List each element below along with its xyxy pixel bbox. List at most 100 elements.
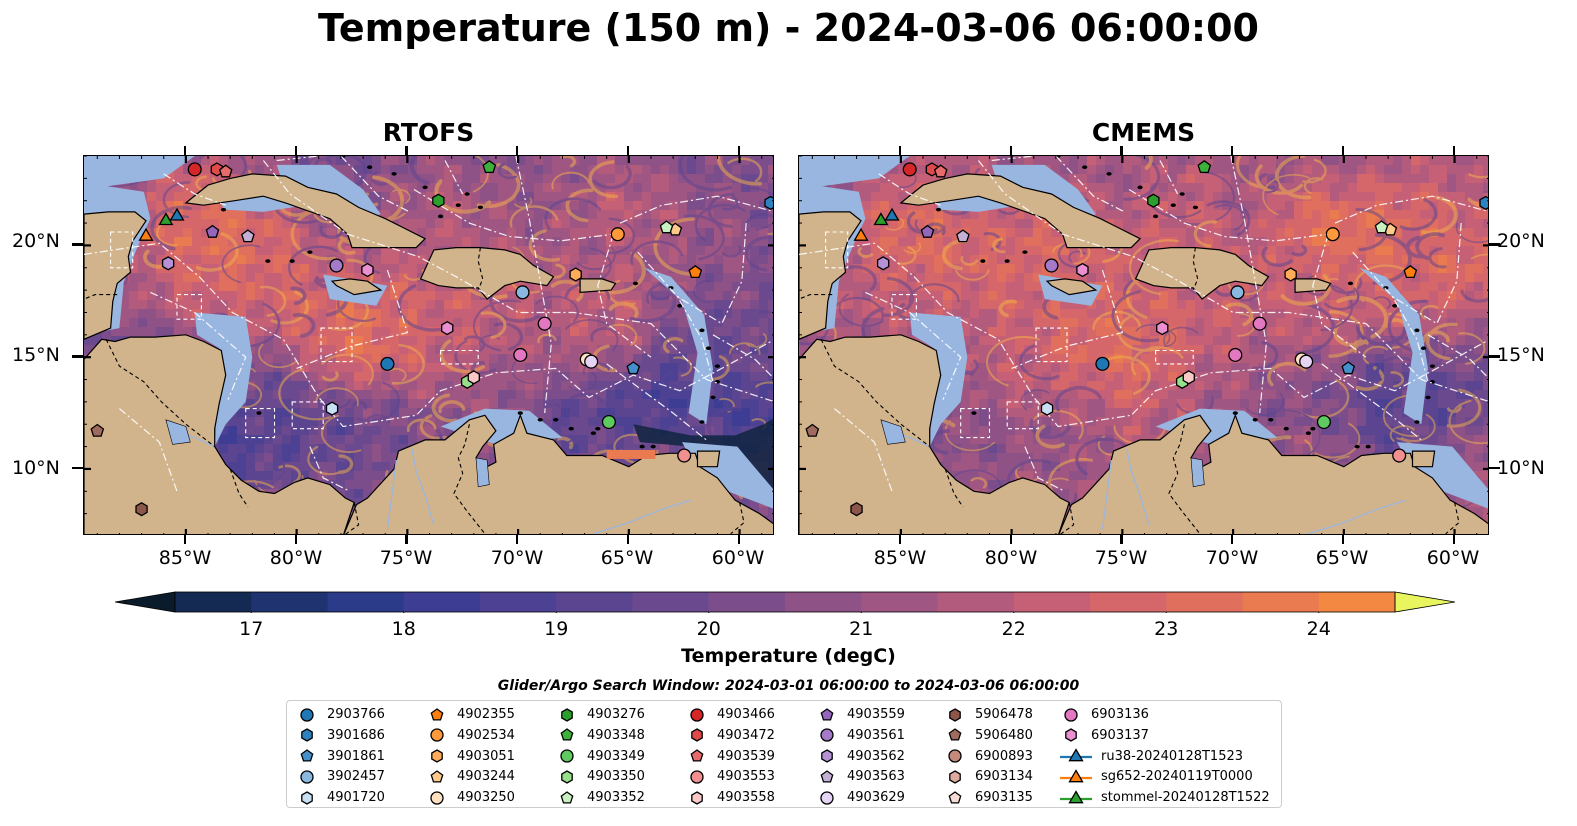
axis-tick: [1009, 146, 1012, 155]
legend-entry: 5906478: [943, 704, 1033, 725]
legend-label: 2903766: [327, 707, 385, 722]
axis-tick: [626, 535, 630, 544]
float-marker-25: [850, 502, 863, 517]
axis-tick: [1231, 146, 1234, 155]
float-marker-28: [441, 320, 454, 336]
legend-marker-icon: [949, 707, 961, 722]
float-marker-2: [1341, 361, 1356, 375]
axis-tick: [294, 146, 297, 155]
land: [84, 173, 773, 534]
legend-marker-icon: [690, 770, 704, 784]
legend-label: 6903135: [975, 790, 1033, 806]
legend-marker-icon: [820, 791, 834, 805]
legend-marker-icon: [560, 749, 574, 763]
legend-marker-icon: [690, 707, 704, 722]
lon-label-85w-rtofs: 85°W: [158, 547, 212, 569]
legend-marker-icon: [430, 707, 444, 721]
lat-label-20n-left: 20°N: [12, 230, 60, 252]
float-marker-10: [1147, 193, 1160, 208]
lat-label-15n-right: 15°N: [1497, 344, 1545, 366]
legend-marker-icon: [820, 707, 834, 721]
legend-marker-icon: [300, 770, 314, 784]
axis-tick: [737, 535, 740, 544]
float-marker-5: [688, 264, 703, 279]
colorbar-tick-18: 18: [391, 618, 416, 640]
float-marker-20: [205, 224, 220, 238]
lon-label-75w-cmems: 75°W: [1094, 547, 1148, 569]
axis-tick: [405, 146, 408, 155]
legend-label: 4903553: [717, 769, 775, 785]
float-marker-14: [659, 220, 674, 234]
legend-marker-icon: [301, 728, 313, 743]
float-marker-6: [610, 227, 625, 242]
float-marker-18: [677, 448, 692, 463]
legend-entry: 4903562: [815, 746, 905, 767]
rtofs-map-panel: [83, 155, 774, 535]
axis-tick: [72, 466, 83, 470]
legend-marker-icon: [820, 728, 834, 742]
legend-marker-icon: [691, 790, 703, 805]
axis-tick: [1489, 466, 1500, 470]
legend-entry: 4903563: [815, 766, 905, 787]
axis-tick: [1009, 535, 1012, 544]
float-marker-0: [1095, 356, 1110, 371]
lon-label-80w-cmems: 80°W: [984, 547, 1038, 569]
float-marker-29: [1228, 347, 1243, 362]
legend-label: 5906480: [975, 727, 1033, 743]
axis-tick: [1231, 535, 1234, 544]
axis-tick: [1341, 535, 1345, 544]
legend-marker-icon: [948, 790, 962, 804]
colorbar-tick-21: 21: [849, 618, 874, 640]
legend-entry: 4903539: [685, 746, 775, 767]
axis-tick: [1452, 146, 1455, 155]
lat-label-20n-right: 20°N: [1497, 230, 1545, 252]
axis-tick: [183, 146, 187, 155]
legend-entry: 4903350: [555, 766, 645, 787]
float-marker-11: [1197, 159, 1212, 174]
axis-tick: [737, 146, 740, 155]
cmems-map-panel: [798, 155, 1489, 535]
legend-marker-icon: [430, 728, 444, 742]
legend-marker-icon: [1060, 748, 1092, 762]
legend: 2903766 3901686 3901861 3902457 4901720 49023…: [286, 700, 1282, 808]
legend-entry: ru38-20240128T1523: [1059, 746, 1243, 767]
legend-label: 4903629: [847, 790, 905, 806]
colorbar-tick-23: 23: [1154, 618, 1179, 640]
legend-marker-icon: [300, 749, 314, 762]
legend-marker-icon: [1064, 707, 1078, 722]
legend-marker-icon: [690, 749, 704, 762]
legend-label: 4903348: [587, 727, 645, 743]
legend-entry: 4902534: [425, 725, 515, 746]
legend-marker-icon: [948, 749, 962, 763]
float-marker-30: [1076, 262, 1089, 278]
legend-marker-icon: [1065, 728, 1077, 743]
float-marker-16: [925, 162, 939, 177]
legend-entry: 4903466: [685, 704, 775, 725]
float-marker-27: [537, 316, 552, 331]
legend-entry: 4903472: [685, 725, 775, 746]
float-marker-19: [467, 370, 480, 385]
float-marker-25: [135, 502, 148, 517]
float-marker-17: [933, 164, 948, 178]
legend-entry: 4903558: [685, 787, 775, 808]
float-marker-0: [380, 356, 395, 371]
legend-marker-icon: [561, 770, 573, 784]
float-marker-26: [90, 423, 105, 437]
legend-label: 3901686: [327, 727, 385, 743]
float-marker-29: [513, 347, 528, 362]
legend-entry: 3902457: [295, 766, 385, 787]
float-marker-12: [1316, 414, 1331, 430]
float-marker-21: [329, 258, 344, 273]
axis-tick: [72, 243, 83, 246]
legend-entry: 4903352: [555, 787, 645, 808]
colorbar-label: Temperature (degC): [681, 645, 896, 667]
lon-label-85w-cmems: 85°W: [873, 547, 927, 569]
legend-label: 4901720: [327, 790, 385, 806]
legend-label: 4903472: [717, 727, 775, 743]
legend-marker-icon: [1060, 789, 1092, 804]
legend-label: ru38-20240128T1523: [1101, 748, 1244, 764]
legend-marker-icon: [430, 770, 444, 783]
legend-entry: 4903553: [685, 766, 775, 787]
legend-label: 4903051: [457, 748, 515, 764]
legend-label: 4903276: [587, 707, 645, 722]
